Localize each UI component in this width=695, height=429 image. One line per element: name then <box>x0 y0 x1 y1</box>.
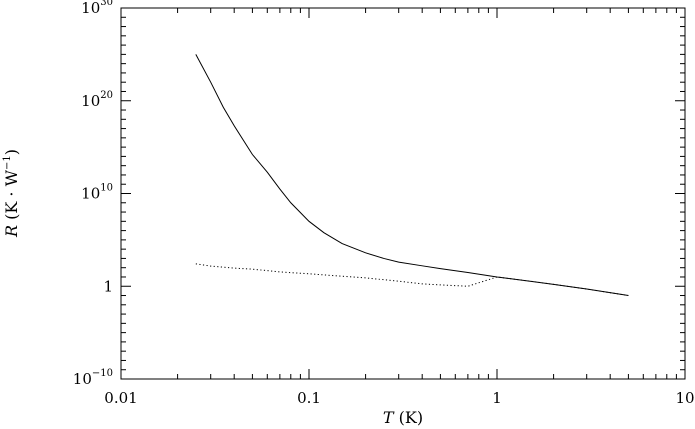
series-layer <box>195 54 629 297</box>
x-tick-label: 0.1 <box>297 389 321 407</box>
x-axis-label-symbol: T <box>383 408 395 427</box>
x-tick-label: 1 <box>492 389 502 407</box>
series-dotted-line <box>195 263 629 297</box>
y-axis-label-symbol: R <box>2 225 21 238</box>
y-tick-label: 1030 <box>81 0 113 17</box>
y-tick-label: 1020 <box>81 90 113 110</box>
y-axis-label: R (K · W−1) <box>2 149 21 238</box>
plot-frame <box>120 7 686 380</box>
x-tick-label: 10 <box>675 389 694 407</box>
y-axis-label-exponent: −1 <box>2 155 13 170</box>
y-tick-label: 1 <box>103 277 113 295</box>
y-axis-label-unit: (K · W <box>2 169 21 225</box>
y-axis-label-close: ) <box>2 149 21 155</box>
x-axis-label-unit: (K) <box>394 408 424 427</box>
x-tick-label: 0.01 <box>104 389 137 407</box>
series-solid-line <box>195 54 629 297</box>
x-axis-label: T (K) <box>383 408 423 427</box>
y-tick-label: 10−10 <box>73 368 113 388</box>
ticks <box>120 7 686 380</box>
tick-labels: 0.01 0.1 1 10 10−10 1 1010 1020 1030 <box>73 0 695 407</box>
y-tick-label: 1010 <box>81 183 113 203</box>
